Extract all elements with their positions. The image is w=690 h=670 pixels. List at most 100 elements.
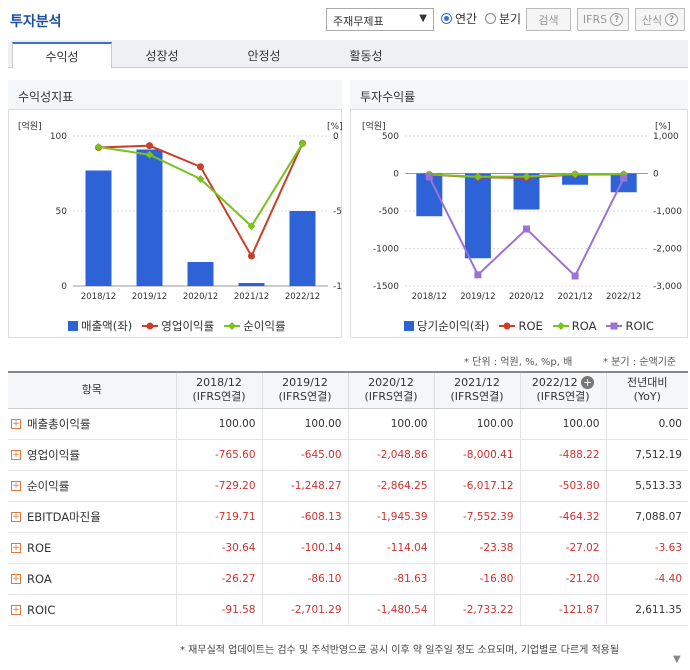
expand-plus-icon[interactable]: + (11, 481, 21, 491)
row-label: 영업이익률 (27, 447, 80, 462)
line-marker-icon (606, 322, 623, 330)
header-text: 2018/12 (196, 376, 242, 390)
tab-stability[interactable]: 안정성 (214, 42, 314, 68)
x-tick-label: 2019/12 (460, 292, 495, 302)
row-label-cell[interactable]: + 매출총이익률 (8, 408, 176, 440)
formula-help-button[interactable]: 산식 ? (635, 8, 685, 31)
y-right-tick-label: -50 (333, 207, 342, 217)
bar (610, 173, 637, 193)
ifrs-help-button[interactable]: IFRS ? (577, 8, 629, 31)
value-cell: 100.00 (175, 408, 262, 440)
y-right-tick-label: -10, (333, 282, 342, 292)
formula-label: 산식 (641, 13, 663, 27)
y-right-unit: [%] (655, 122, 671, 132)
value-cell: -608.13 (261, 501, 348, 533)
value-cell: -114.04 (347, 532, 434, 564)
value-cell: -27.02 (519, 532, 606, 564)
section-title: 투자분석 (10, 14, 62, 30)
row-label: EBITDA마진율 (27, 509, 101, 524)
y-left-tick-label: 50 (56, 207, 68, 217)
expand-plus-icon[interactable]: + (11, 450, 21, 460)
row-label-cell[interactable]: + EBITDA마진율 (8, 501, 176, 533)
value-cell: 100.00 (519, 408, 606, 440)
tab-growth[interactable]: 성장성 (112, 42, 212, 68)
table-header-row: 항목 2018/12 (IFRS연결) 2019/12 (IFRS연결) 2020/… (8, 371, 688, 409)
value-cell: -503.80 (519, 470, 606, 502)
expand-plus-icon[interactable]: + (11, 512, 21, 522)
return-plot: 500 1,000 0 0 -500 -1,000 -1000 -2,000 -1500 -3,0… (373, 132, 682, 302)
data-point (522, 172, 531, 181)
tab-label: 안정성 (247, 48, 281, 63)
bar (464, 173, 491, 259)
unit-note: * 단위 : 억원, %, %p, 배 (464, 357, 573, 368)
row-label: 순이익률 (27, 478, 70, 493)
value-cell: -2,701.29 (261, 594, 348, 626)
header-subtext: (IFRS연결) (278, 390, 332, 404)
data-point (247, 222, 256, 231)
tab-profitability[interactable]: 수익성 (12, 42, 112, 69)
value-cell: -81.63 (347, 563, 434, 595)
radio-quarter[interactable]: 분기 (485, 10, 521, 27)
help-icon: ? (610, 13, 624, 26)
scroll-down-icon[interactable]: ▼ (673, 654, 681, 665)
table-row: + ROA -26.27 -86.10 -81.63 -16.80 -21.20 -4.40 (8, 563, 688, 595)
value-cell: -6,017.12 (433, 470, 520, 502)
row-label-cell[interactable]: + 순이익률 (8, 470, 176, 502)
line-marker-icon (499, 322, 516, 330)
value-cell: -1,480.54 (347, 594, 434, 626)
value-cell: -765.60 (175, 439, 262, 471)
row-label: ROIC (27, 602, 56, 617)
y-right-tick-label: -1,000 (653, 207, 682, 217)
financial-ratio-table: 항목 2018/12 (IFRS연결) 2019/12 (IFRS연결) 2020/… (8, 371, 688, 626)
value-cell: 100.00 (433, 408, 520, 440)
bar (187, 262, 214, 286)
header-subtext: (IFRS연결) (450, 390, 504, 404)
value-cell: 100.00 (347, 408, 434, 440)
expand-plus-icon[interactable]: + (11, 543, 21, 553)
row-label-cell[interactable]: + ROIC (8, 594, 176, 626)
value-cell: -2,864.25 (347, 470, 434, 502)
expand-plus-icon[interactable]: + (581, 376, 595, 390)
table-row: + EBITDA마진율 -719.71 -608.13 -1,945.39 -7,552.… (8, 501, 688, 533)
value-cell: -1,248.27 (261, 470, 348, 502)
legend-item-roa: ROA (552, 319, 596, 333)
value-cell: -30.64 (175, 532, 262, 564)
table-row: + 영업이익률 -765.60 -645.00 -2,048.86 -8,000.41 -4… (8, 439, 688, 471)
search-button[interactable]: 검색 (526, 8, 571, 31)
data-point (248, 252, 255, 260)
value-cell: -1,945.39 (347, 501, 434, 533)
value-cell: -719.71 (175, 501, 262, 533)
row-label-cell[interactable]: + 영업이익률 (8, 439, 176, 471)
data-point (196, 174, 205, 183)
x-tick-label: 2020/12 (509, 292, 544, 302)
statement-select[interactable]: 주재무제표 ▼ (326, 8, 434, 31)
header-text: 전년대비 (627, 376, 668, 390)
expand-plus-icon[interactable]: + (11, 419, 21, 429)
search-button-label: 검색 (538, 13, 559, 27)
y-left-tick-label: 100 (50, 132, 67, 142)
value-cell: -23.38 (433, 532, 520, 564)
row-label: ROE (27, 540, 52, 555)
radio-annual[interactable]: 연간 (441, 10, 477, 27)
value-cell: -8,000.41 (433, 439, 520, 471)
tab-activity[interactable]: 활동성 (316, 42, 416, 68)
legend-label: 영업이익률 (161, 319, 215, 333)
legend-label: ROIC (625, 319, 654, 333)
value-cell: 5,513.33 (605, 470, 688, 502)
x-tick-label: 2021/12 (234, 292, 269, 302)
header-subtext: (IFRS연결) (364, 390, 418, 404)
row-label-cell[interactable]: + ROE (8, 532, 176, 564)
y-right-unit: [%] (327, 122, 342, 132)
value-cell: 0.00 (605, 408, 688, 440)
value-cell: -86.10 (261, 563, 348, 595)
y-right-tick-label: -3,000 (653, 282, 682, 292)
profitability-plot: 100 0 50 -50 0 -10, 2018/12 2019/12 2020/12 2021/… (50, 132, 342, 302)
header-subtext: (IFRS연결) (192, 390, 246, 404)
tab-label: 수익성 (45, 49, 79, 64)
expand-plus-icon[interactable]: + (11, 605, 21, 615)
row-label-cell[interactable]: + ROA (8, 563, 176, 595)
row-label: ROA (27, 571, 52, 586)
chevron-down-icon: ▼ (419, 13, 427, 24)
bar-swatch-icon (68, 321, 78, 331)
expand-plus-icon[interactable]: + (11, 574, 21, 584)
